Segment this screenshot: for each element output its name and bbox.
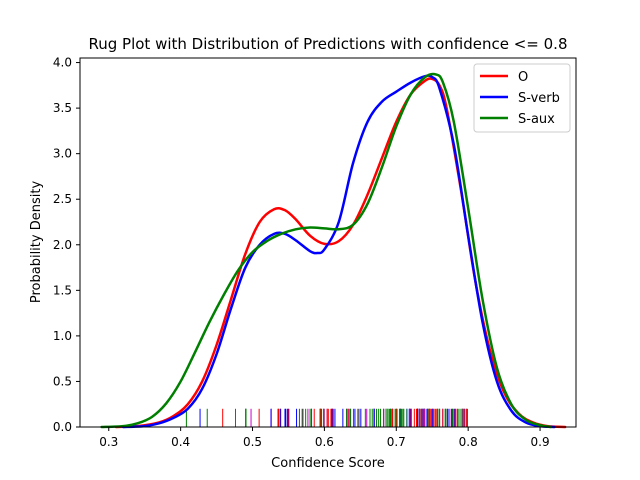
y-tick-label: 0.5 xyxy=(53,374,72,388)
x-axis-label: Confidence Score xyxy=(271,456,385,471)
y-tick-label: 1.0 xyxy=(53,329,72,343)
chart-title: Rug Plot with Distribution of Prediction… xyxy=(88,35,567,53)
density-lines xyxy=(100,72,567,429)
legend-label-o: O xyxy=(518,70,528,85)
legend-label-s-verb: S-verb xyxy=(518,91,560,106)
y-tick-label: 2.0 xyxy=(53,238,72,252)
x-tick-label: 0.7 xyxy=(387,435,406,449)
y-axis-label: Probability Density xyxy=(29,181,44,304)
x-axis-ticks: 0.3 0.4 0.5 0.6 0.7 0.8 0.9 xyxy=(99,427,550,449)
x-tick-label: 0.9 xyxy=(531,435,550,449)
x-tick-label: 0.8 xyxy=(459,435,478,449)
y-tick-label: 0.0 xyxy=(53,420,72,434)
y-axis-ticks: 0.0 0.5 1.0 1.5 2.0 2.5 3.0 3.5 4.0 xyxy=(53,56,80,434)
legend: O S-verb S-aux xyxy=(473,63,571,133)
x-tick-label: 0.4 xyxy=(171,435,190,449)
y-tick-label: 1.5 xyxy=(53,283,72,297)
plot-frame xyxy=(79,57,577,428)
x-tick-label: 0.5 xyxy=(243,435,262,449)
y-tick-label: 2.5 xyxy=(53,192,72,206)
legend-frame xyxy=(473,63,571,133)
legend-label-s-aux: S-aux xyxy=(518,112,555,127)
rug-plot xyxy=(185,408,468,427)
density-line-s-verb xyxy=(121,74,556,429)
y-tick-label: 3.0 xyxy=(53,147,72,161)
y-tick-label: 3.5 xyxy=(53,101,72,115)
x-tick-label: 0.3 xyxy=(99,435,118,449)
x-tick-label: 0.6 xyxy=(315,435,334,449)
y-tick-label: 4.0 xyxy=(53,56,72,70)
density-line-s-aux xyxy=(100,72,553,429)
